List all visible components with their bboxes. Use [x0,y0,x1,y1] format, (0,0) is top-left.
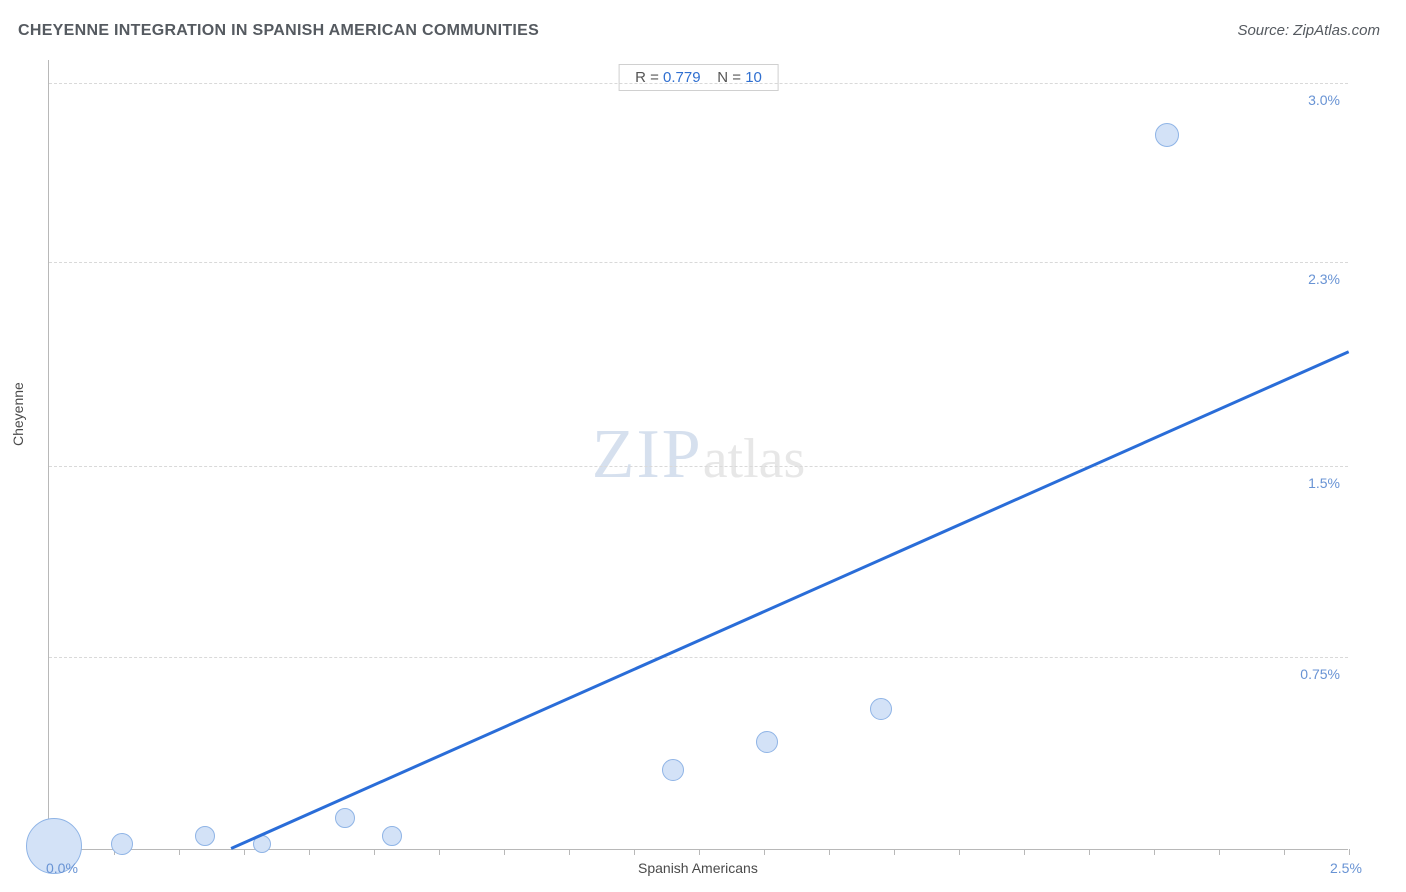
x-tick [634,849,635,855]
x-tick [959,849,960,855]
data-point [111,833,133,855]
x-tick [1024,849,1025,855]
data-point [756,731,778,753]
watermark-zip: ZIP [592,416,703,493]
gridline [49,262,1348,263]
data-point [195,826,215,846]
chart-title: CHEYENNE INTEGRATION IN SPANISH AMERICAN… [18,22,539,40]
x-tick [244,849,245,855]
source-label: Source: ZipAtlas.com [1237,22,1380,39]
trendline [230,350,1349,849]
x-tick [504,849,505,855]
y-tick-label: 0.75% [1300,666,1340,682]
x-tick [374,849,375,855]
data-point [335,808,355,828]
data-point [1155,123,1179,147]
gridline [49,83,1348,84]
gridline [49,466,1348,467]
x-tick [179,849,180,855]
x-tick [894,849,895,855]
x-tick [829,849,830,855]
data-point [662,759,684,781]
x-tick [1349,849,1350,855]
data-point [382,826,402,846]
watermark: ZIPatlas [592,415,806,495]
x-tick [1154,849,1155,855]
gridline [49,657,1348,658]
y-tick-label: 3.0% [1308,92,1340,108]
y-axis-title: Cheyenne [10,382,26,446]
y-tick-label: 2.3% [1308,271,1340,287]
y-tick-label: 1.5% [1308,475,1340,491]
x-tick [764,849,765,855]
data-point [870,698,892,720]
x-tick [309,849,310,855]
x-axis-title: Spanish Americans [638,860,758,876]
scatter-plot: ZIPatlas R = 0.779 N = 10 0.75% 1.5% 2.3% 3… [48,60,1348,850]
x-tick-label-right: 2.5% [1330,860,1362,876]
x-tick-label-left: 0.0% [46,860,78,876]
watermark-atlas: atlas [703,428,806,490]
x-tick [1284,849,1285,855]
x-tick [1219,849,1220,855]
x-tick [1089,849,1090,855]
x-tick [569,849,570,855]
legend-box: R = 0.779 N = 10 [618,64,779,91]
x-tick [699,849,700,855]
x-tick [439,849,440,855]
